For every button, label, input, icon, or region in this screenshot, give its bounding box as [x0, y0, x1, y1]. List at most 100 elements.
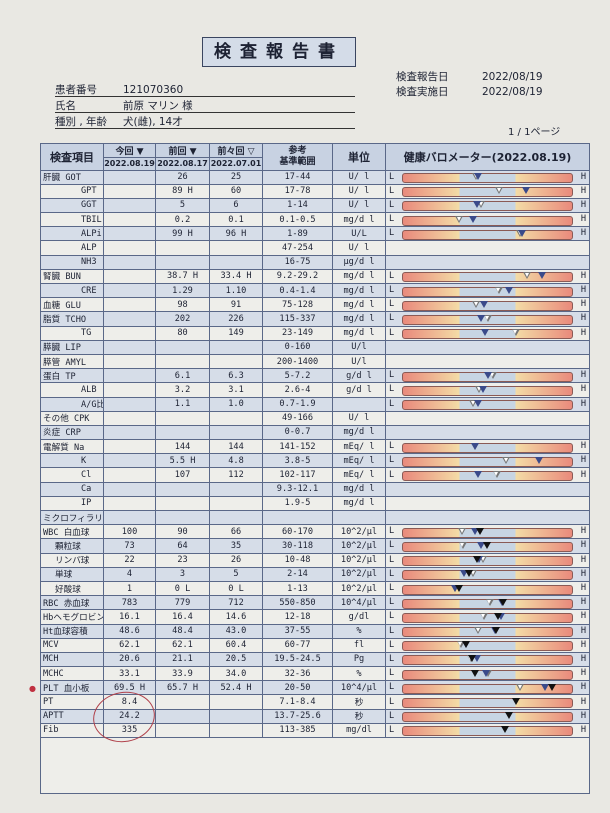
- prev2-value: 0 L: [209, 580, 263, 597]
- prev2-value: 25: [209, 169, 263, 185]
- reference-range: 0.7-1.9: [262, 396, 333, 412]
- barometer-track: [402, 187, 573, 198]
- unit: %: [332, 666, 386, 682]
- header-unit: 単位: [332, 143, 386, 171]
- item-cell: A/G比: [40, 396, 104, 412]
- barometer-cell: [385, 410, 590, 426]
- barometer-track: [402, 641, 573, 652]
- prev-value: [155, 694, 210, 710]
- barometer-track: [402, 698, 573, 709]
- current-value: 73: [103, 538, 156, 554]
- reference-range: 49-166: [262, 410, 333, 426]
- current-value: 22: [103, 552, 156, 568]
- prev2-marker-icon: [502, 456, 511, 464]
- prev-marker-icon: [472, 201, 481, 209]
- current-value: 4: [103, 566, 156, 582]
- item-cell: Ca: [40, 481, 104, 497]
- reference-range: 2.6-4: [262, 382, 333, 398]
- item-cell: MCH: [40, 651, 104, 668]
- prev2-value: 66: [209, 524, 263, 540]
- reference-range: 0.4-1.4: [262, 282, 333, 299]
- table-row: PLT 血小板 69.5 H 65.7 H 52.4 H 20-50 10^4/μl L H: [40, 680, 590, 696]
- item-cell: Cl: [40, 467, 104, 483]
- low-label: L: [389, 185, 395, 196]
- low-label: L: [389, 441, 395, 452]
- prev-value: [155, 410, 210, 426]
- table-row: Hbヘモグロビン 16.1 16.4 14.6 12-18 g/dl L H: [40, 609, 590, 625]
- prev-value: [155, 240, 210, 256]
- prev-value: 65.7 H: [155, 680, 210, 696]
- reference-range: 60-77: [262, 637, 333, 653]
- prev2-value: 5: [209, 566, 263, 582]
- low-label: L: [389, 724, 395, 735]
- table-row: IP 1.9-5 mg/d l: [40, 495, 590, 512]
- reference-range: 23-149: [262, 325, 333, 341]
- item-cell: WBC 白血球: [40, 524, 104, 540]
- prev-value: 48.4: [155, 623, 210, 639]
- prev2-marker-icon: [479, 612, 488, 620]
- barometer-cell: [385, 240, 590, 256]
- prev2-value: 6.3: [209, 368, 263, 384]
- header-prev2: 前々回 ▽: [209, 143, 263, 158]
- prev-value: 64: [155, 538, 210, 554]
- comment-box: [40, 737, 590, 794]
- table-row: APTT 24.2 13.7-25.6 秒 L H: [40, 708, 590, 724]
- prev2-value: 34.0: [209, 666, 263, 682]
- reference-range: [262, 509, 333, 526]
- item-cell: MCHC: [40, 666, 104, 682]
- prev-marker-icon: [480, 329, 489, 337]
- current-value: 33.1: [103, 666, 156, 682]
- current-value: 16.1: [103, 609, 156, 625]
- prev2-marker-icon: [483, 314, 492, 322]
- barometer-track: [402, 556, 573, 567]
- prev2-value: [209, 708, 263, 724]
- low-label: L: [389, 299, 395, 310]
- prev2-marker-icon: [469, 570, 478, 578]
- header-current-date: 2022.08.19: [103, 157, 156, 171]
- item-cell: ALB: [40, 382, 104, 398]
- high-label: H: [580, 554, 586, 565]
- prev2-marker-icon: [516, 683, 525, 691]
- high-label: H: [580, 668, 586, 679]
- unit: U/l: [332, 353, 386, 370]
- high-label: H: [580, 270, 586, 281]
- item-cell: 膵臓 LIP: [40, 339, 104, 355]
- low-label: L: [389, 554, 395, 565]
- barometer-track: [402, 456, 573, 467]
- prev-value: [155, 339, 210, 355]
- unit: mg/d l: [332, 212, 386, 228]
- prev-value: 779: [155, 595, 210, 611]
- prev-value: 33.9: [155, 666, 210, 682]
- current-marker-icon: [548, 683, 557, 691]
- unit: mg/d l: [332, 268, 386, 285]
- table-row: NH3 16-75 μg/d l: [40, 254, 590, 270]
- low-label: L: [389, 653, 395, 664]
- results-table: 検査項目 今回 ▼ 前回 ▼ 前々回 ▽ 参考 基準範囲 単位 健康バロメーター…: [40, 143, 590, 739]
- current-value: 335: [103, 722, 156, 739]
- high-label: H: [580, 285, 586, 296]
- reference-range: 9.2-29.2: [262, 268, 333, 285]
- report-title: 検査報告書: [202, 37, 356, 67]
- current-value: [103, 212, 156, 228]
- low-label: L: [389, 171, 395, 182]
- table-row: その他 CPK 49-166 U/ l: [40, 410, 590, 426]
- barometer-cell: [385, 481, 590, 497]
- reference-range: 75-128: [262, 297, 333, 313]
- prev2-marker-icon: [511, 329, 520, 337]
- reference-range: 47-254: [262, 240, 333, 256]
- barometer-track: [402, 598, 573, 609]
- item-cell: 血糖 GLU: [40, 297, 104, 313]
- low-label: L: [389, 199, 395, 210]
- prev2-value: 14.6: [209, 609, 263, 625]
- item-cell: 膵管 AMYL: [40, 353, 104, 370]
- prev-value: [155, 424, 210, 441]
- low-label: L: [389, 285, 395, 296]
- header-barometer: 健康バロメーター(2022.08.19): [385, 143, 590, 171]
- low-label: L: [389, 625, 395, 636]
